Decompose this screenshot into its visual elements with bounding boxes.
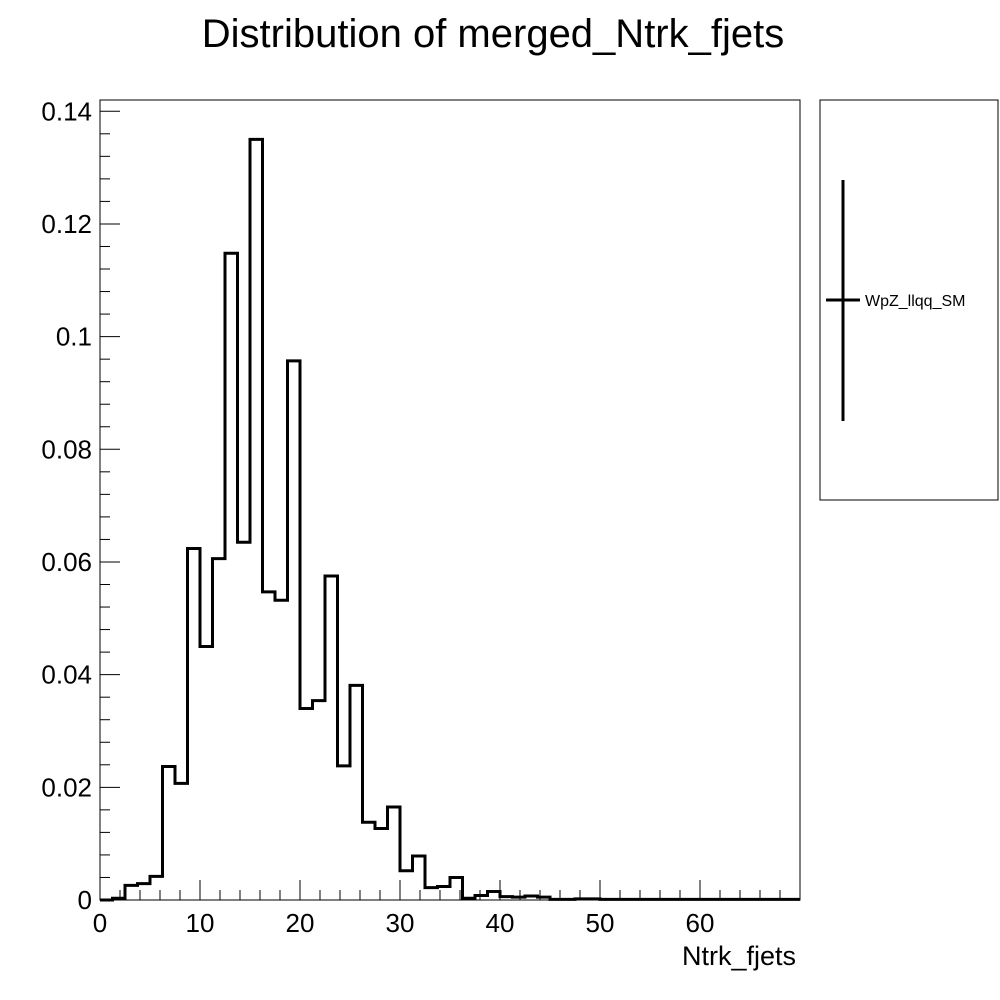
y-tick-label: 0.08: [41, 434, 92, 464]
y-tick-label: 0.14: [41, 96, 92, 126]
x-tick-label: 40: [486, 908, 515, 938]
x-axis: 0 10 20 30 40 50 60: [93, 880, 801, 938]
x-axis-title: Ntrk_fjets: [682, 941, 796, 971]
x-tick-label: 0: [93, 908, 107, 938]
x-tick-label: 10: [186, 908, 215, 938]
y-tick-label: 0.02: [41, 772, 92, 802]
x-tick-label: 50: [586, 908, 615, 938]
x-tick-label: 20: [286, 908, 315, 938]
x-tick-label: 30: [386, 908, 415, 938]
histogram-series-line: [100, 137, 800, 902]
plot-frame: [99, 99, 801, 901]
y-tick-label: 0.1: [56, 322, 92, 352]
chart-title: Distribution of merged_Ntrk_fjets: [202, 12, 784, 56]
x-tick-label: 60: [686, 908, 715, 938]
legend: WpZ_llqq_SM: [819, 99, 999, 501]
y-axis: 0 0.02 0.04 0.06 0.08 0.1 0.12 0.14: [41, 96, 120, 915]
y-tick-label: 0.06: [41, 547, 92, 577]
y-tick-label: 0.12: [41, 209, 92, 239]
legend-label: WpZ_llqq_SM: [865, 293, 965, 310]
y-tick-label: 0.04: [41, 660, 92, 690]
y-tick-label: 0: [78, 885, 92, 915]
